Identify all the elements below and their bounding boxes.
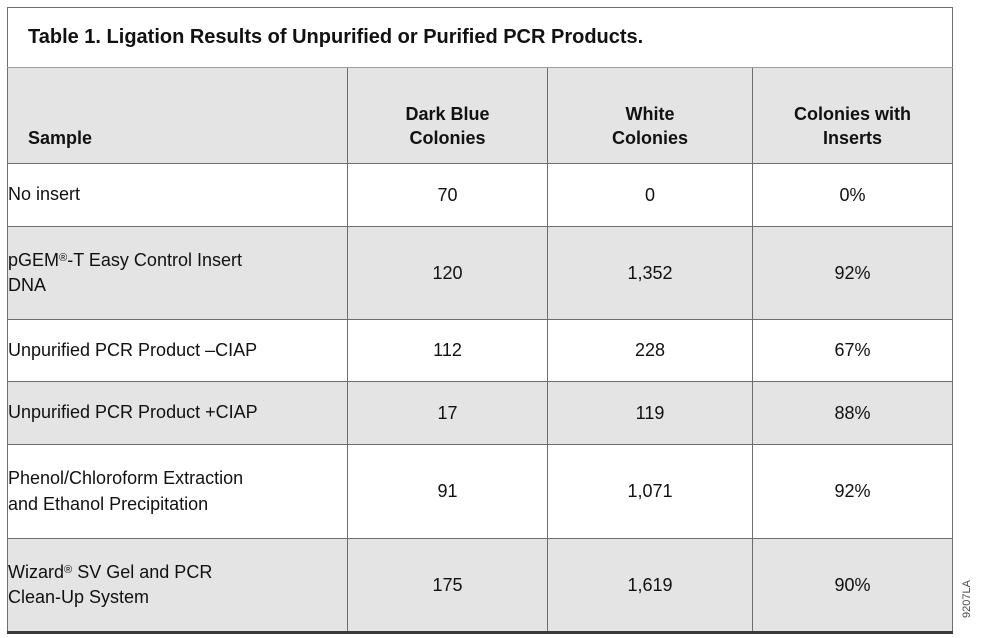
table-row: Wizard® SV Gel and PCR Clean-Up System 1… [7, 538, 954, 633]
white-colonies-cell: 0 [547, 163, 753, 227]
colonies-with-inserts-cell: 92% [751, 444, 954, 539]
sample-cell: pGEM®-T Easy Control Insert DNA [7, 226, 348, 320]
table-row: Unpurified PCR Product +CIAP 17 119 88% [7, 381, 954, 445]
dark-blue-colonies-cell: 70 [347, 163, 548, 227]
dark-blue-colonies-cell: 175 [347, 538, 548, 633]
table-header-row: Sample Dark Blue Colonies White Colonies… [7, 67, 954, 164]
colonies-with-inserts-cell: 92% [751, 226, 954, 320]
sample-cell: Wizard® SV Gel and PCR Clean-Up System [7, 538, 348, 633]
column-header-white-colonies: White Colonies [547, 67, 753, 164]
column-header-dark-blue-colonies: Dark Blue Colonies [347, 67, 548, 164]
table-row: Unpurified PCR Product –CIAP 112 228 67% [7, 319, 954, 382]
column-header-colonies-with-inserts: Colonies with Inserts [751, 67, 954, 164]
part-number-label: 9207LA [961, 580, 973, 618]
dark-blue-colonies-cell: 112 [347, 319, 548, 382]
colonies-with-inserts-cell: 67% [751, 319, 954, 382]
white-colonies-cell: 1,071 [547, 444, 753, 539]
column-header-sample: Sample [7, 67, 348, 164]
table-row: pGEM®-T Easy Control Insert DNA 120 1,35… [7, 226, 954, 320]
dark-blue-colonies-cell: 120 [347, 226, 548, 320]
white-colonies-cell: 119 [547, 381, 753, 445]
white-colonies-cell: 228 [547, 319, 753, 382]
sample-cell: Unpurified PCR Product +CIAP [7, 381, 348, 445]
colonies-with-inserts-cell: 0% [751, 163, 954, 227]
ligation-results-table: Table 1. Ligation Results of Unpurified … [6, 7, 954, 634]
table-row: Phenol/Chloroform Extraction and Ethanol… [7, 444, 954, 539]
table-title-row: Table 1. Ligation Results of Unpurified … [6, 7, 954, 68]
white-colonies-cell: 1,352 [547, 226, 753, 320]
table-title: Table 1. Ligation Results of Unpurified … [6, 7, 954, 68]
sample-cell: No insert [7, 163, 348, 227]
dark-blue-colonies-cell: 91 [347, 444, 548, 539]
table-row: No insert 70 0 0% [7, 163, 954, 227]
dark-blue-colonies-cell: 17 [347, 381, 548, 445]
colonies-with-inserts-cell: 88% [751, 381, 954, 445]
colonies-with-inserts-cell: 90% [751, 538, 954, 633]
sample-cell: Unpurified PCR Product –CIAP [7, 319, 348, 382]
sample-cell: Phenol/Chloroform Extraction and Ethanol… [7, 444, 348, 539]
white-colonies-cell: 1,619 [547, 538, 753, 633]
